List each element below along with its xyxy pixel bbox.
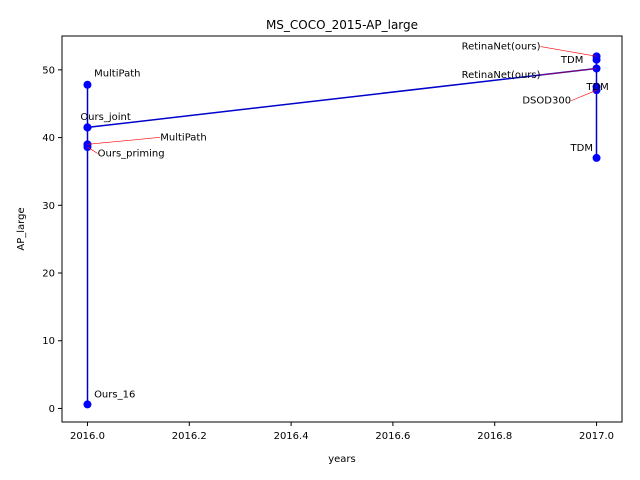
annotation-arrow: [540, 68, 597, 76]
x-tick-label: 2016.6: [375, 431, 410, 442]
x-tick-label: 2017.0: [579, 431, 614, 442]
y-axis-label: AP_large: [16, 207, 27, 250]
data-point: [83, 123, 92, 132]
data-point: [83, 80, 92, 89]
y-tick-label: 0: [49, 404, 55, 415]
y-tick-label: 40: [42, 133, 55, 144]
plot-area: [61, 35, 623, 423]
annotation-label: Ours_joint: [80, 112, 131, 123]
y-tick-label: 10: [42, 336, 55, 347]
annotations: MultiPath Ours_joint MultiPath Ours_priming…: [80, 42, 608, 401]
annotation-arrow: [87, 136, 161, 145]
y-axis: 0 10 20 30 40 50: [42, 65, 62, 415]
x-axis: 2016.0 2016.2 2016.4 2016.6 2016.8 2017.0: [70, 422, 614, 442]
annotation-label: MultiPath: [94, 69, 140, 80]
x-axis-label: years: [328, 454, 356, 465]
annotation-arrow: [540, 46, 597, 57]
x-tick-label: 2016.8: [477, 431, 512, 442]
data-point: [592, 55, 601, 64]
annotation-label: RetinaNet(ours): [462, 42, 541, 53]
annotation-label: Ours_16: [94, 390, 135, 401]
x-tick-label: 2016.2: [172, 431, 207, 442]
data-point: [592, 153, 601, 162]
series-points: [83, 52, 601, 409]
annotation-arrow: [570, 89, 597, 101]
annotation-label: MultiPath: [160, 132, 206, 143]
annotation-label: TDM: [570, 143, 593, 154]
annotation-label: Ours_priming: [98, 149, 165, 160]
y-tick-label: 30: [42, 201, 55, 212]
annotation-label: RetinaNet(ours): [462, 70, 541, 81]
x-tick-label: 2016.0: [70, 431, 105, 442]
annotation-label: TDM: [560, 55, 583, 66]
x-tick-label: 2016.4: [274, 431, 309, 442]
annotation-label: TDM: [585, 82, 608, 93]
y-tick-label: 20: [42, 269, 55, 280]
annotation-arrow: [87, 146, 98, 154]
chart-title: MS_COCO_2015-AP_large: [266, 18, 418, 32]
y-tick-label: 50: [42, 65, 55, 76]
annotation-label: DSOD300: [522, 96, 571, 107]
data-point: [83, 400, 92, 409]
